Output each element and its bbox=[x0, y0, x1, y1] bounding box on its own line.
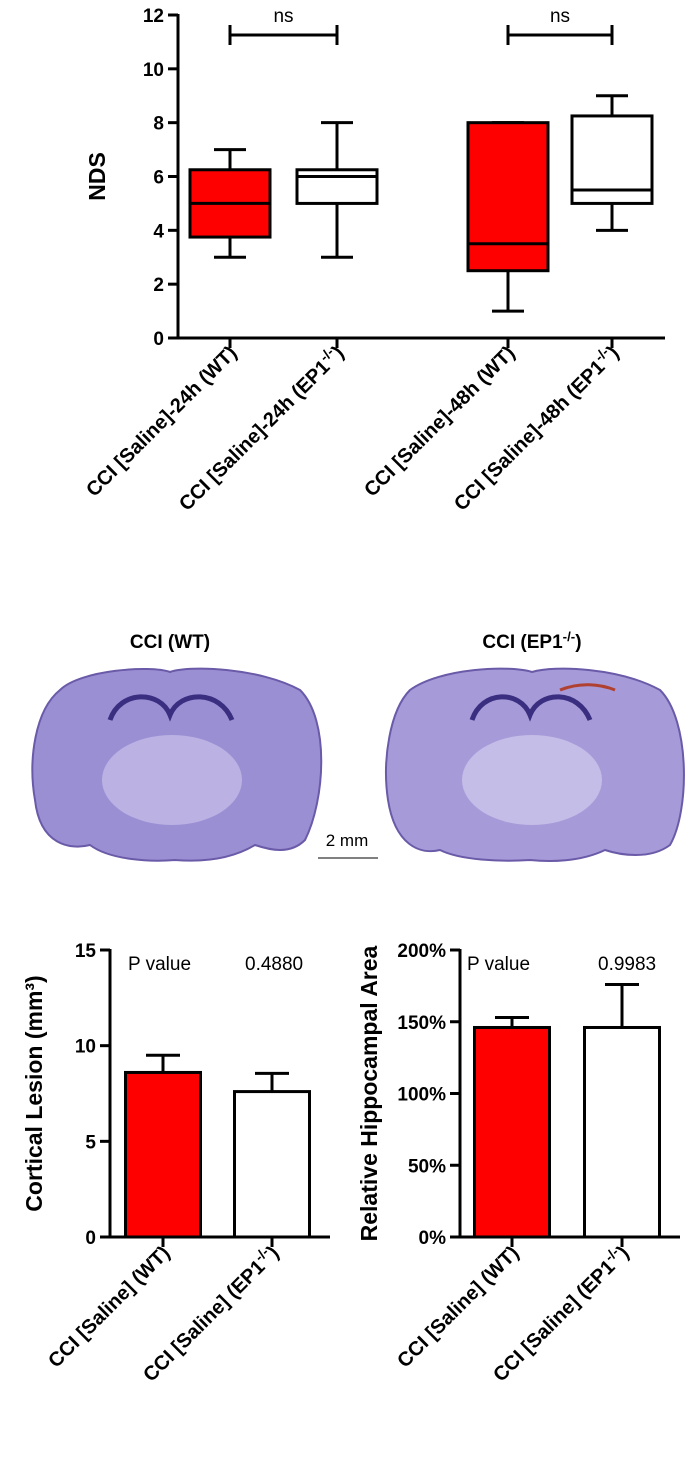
y-tick-label: 0 bbox=[153, 329, 164, 350]
y-tick-label: 200% bbox=[397, 941, 446, 962]
y-axis-label: Relative Hippocampal Area bbox=[356, 945, 382, 1241]
bar bbox=[233, 1090, 311, 1239]
box-body bbox=[295, 168, 379, 205]
bar bbox=[473, 1025, 551, 1239]
hippocampus bbox=[469, 694, 593, 722]
y-tick-label: 8 bbox=[153, 114, 164, 135]
bar bbox=[583, 1025, 661, 1239]
box bbox=[570, 94, 654, 232]
brain-region bbox=[462, 735, 602, 825]
significance-label: ns bbox=[550, 6, 570, 27]
y-tick-label: 50% bbox=[408, 1156, 446, 1177]
p-value-label: P value bbox=[467, 954, 530, 975]
bar bbox=[124, 1070, 202, 1239]
p-value: 0.9983 bbox=[598, 954, 656, 975]
y-tick-label: 12 bbox=[143, 6, 164, 27]
section-title: CCI (WT) bbox=[130, 632, 210, 653]
section-title: CCI (EP1-/-) bbox=[482, 629, 581, 654]
y-tick-label: 10 bbox=[75, 1037, 96, 1058]
y-tick-label: 6 bbox=[153, 168, 164, 189]
brain-section bbox=[385, 667, 685, 862]
y-tick-label: 100% bbox=[397, 1085, 446, 1106]
box bbox=[295, 121, 379, 259]
y-tick-label: 150% bbox=[397, 1013, 446, 1034]
brain-section-images: CCI (WT) CCI (EP1-/-) 2 mm bbox=[31, 629, 685, 862]
scale-bar-label: 2 mm bbox=[326, 831, 369, 850]
brain-region bbox=[102, 735, 242, 825]
box bbox=[188, 148, 272, 259]
y-tick-label: 5 bbox=[85, 1132, 96, 1153]
significance-label: ns bbox=[273, 6, 293, 27]
lesion bbox=[559, 683, 616, 692]
y-tick-label: 2 bbox=[153, 275, 164, 296]
brain-section bbox=[31, 667, 323, 862]
y-axis-label: Cortical Lesion (mm³) bbox=[21, 975, 47, 1211]
hippocampus bbox=[107, 694, 235, 722]
y-tick-label: 0 bbox=[85, 1228, 96, 1249]
x-tick-label: CCI [Saline]-48h (EP1-/-) bbox=[447, 339, 623, 515]
y-axis-label: NDS bbox=[84, 152, 110, 201]
box bbox=[466, 121, 550, 313]
p-value-label: P value bbox=[128, 954, 191, 975]
y-tick-label: 10 bbox=[143, 60, 164, 81]
p-value: 0.4880 bbox=[245, 954, 303, 975]
y-tick-label: 4 bbox=[153, 221, 164, 242]
x-tick-label: CCI [Saline]-24h (EP1-/-) bbox=[172, 339, 348, 515]
x-tick-label: CCI [Saline] (WT) bbox=[44, 1242, 174, 1372]
box-body bbox=[466, 121, 550, 273]
x-tick-label: CCI [Saline] (WT) bbox=[393, 1242, 523, 1372]
y-tick-label: 0% bbox=[419, 1228, 447, 1249]
y-tick-label: 15 bbox=[75, 941, 97, 962]
